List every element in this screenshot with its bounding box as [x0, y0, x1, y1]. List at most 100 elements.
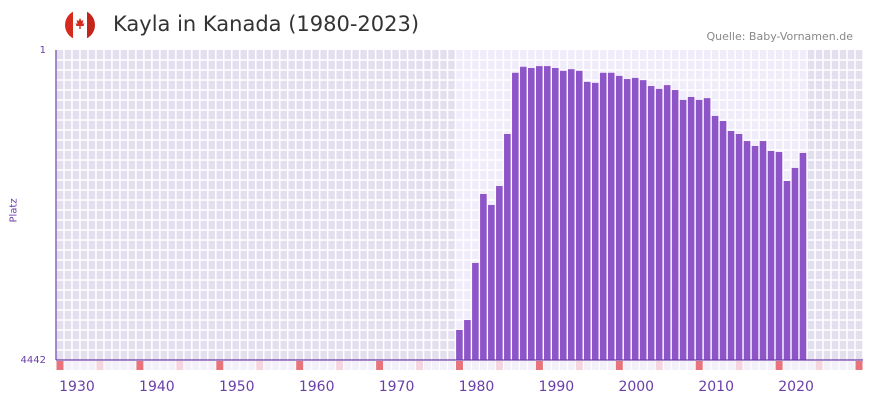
- year-marker: [176, 361, 184, 370]
- year-marker: [112, 361, 120, 370]
- year-marker: [815, 361, 823, 370]
- year-marker: [208, 361, 216, 370]
- year-marker: [527, 361, 535, 370]
- bar-2005: [671, 90, 679, 360]
- year-marker: [679, 361, 687, 370]
- year-marker: [615, 361, 623, 370]
- x-tick-label: 1980: [459, 379, 495, 395]
- year-marker: [80, 361, 88, 370]
- bar-1987: [528, 68, 535, 360]
- year-marker: [671, 361, 679, 370]
- year-marker: [440, 361, 448, 370]
- year-marker: [831, 361, 839, 370]
- year-marker: [743, 361, 751, 370]
- bar-2002: [647, 86, 655, 360]
- year-marker: [352, 361, 360, 370]
- bar-1982: [488, 204, 495, 360]
- x-tick-label: 1930: [59, 379, 95, 395]
- bar-2004: [663, 85, 671, 361]
- year-marker: [847, 361, 855, 370]
- source-link[interactable]: Quelle: Baby-Vornamen.de: [706, 30, 853, 43]
- year-marker: [336, 361, 344, 370]
- bar-2009: [703, 98, 711, 360]
- x-tick-label: 1960: [299, 379, 335, 395]
- x-tick-label: 1990: [539, 379, 575, 395]
- x-tick-label: 2000: [618, 379, 654, 395]
- year-marker: [312, 361, 320, 370]
- year-marker: [416, 361, 424, 370]
- year-marker: [296, 361, 304, 370]
- canada-flag-icon: [65, 10, 95, 40]
- bar-1984: [504, 133, 511, 360]
- year-marker: [735, 361, 743, 370]
- year-marker: [272, 361, 280, 370]
- year-marker: [639, 361, 647, 370]
- year-marker: [807, 361, 815, 370]
- year-marker: [328, 361, 336, 370]
- bar-2007: [687, 96, 695, 361]
- x-tick-label: 2020: [778, 379, 814, 395]
- year-marker: [376, 361, 384, 370]
- bar-1993: [575, 70, 583, 360]
- year-marker: [88, 361, 96, 370]
- year-marker: [551, 361, 559, 370]
- year-marker: [575, 361, 583, 370]
- year-marker: [727, 361, 735, 370]
- bar-2018: [775, 152, 783, 360]
- year-marker: [703, 361, 711, 370]
- year-marker: [631, 361, 639, 370]
- year-marker: [543, 361, 551, 370]
- year-marker: [655, 361, 663, 370]
- bar-2006: [679, 99, 687, 361]
- year-marker: [663, 361, 671, 370]
- year-marker: [96, 361, 104, 370]
- year-marker: [607, 361, 615, 370]
- year-marker: [224, 361, 232, 370]
- year-marker: [487, 361, 495, 370]
- year-marker: [392, 361, 400, 370]
- bar-1980: [472, 262, 479, 360]
- bar-2000: [631, 77, 639, 360]
- bar-2013: [735, 133, 743, 360]
- year-marker: [479, 361, 487, 370]
- year-marker: [767, 361, 775, 370]
- chart-title: Kayla in Kanada (1980-2023): [113, 12, 420, 36]
- bar-1992: [567, 69, 575, 361]
- bar-2020: [791, 167, 799, 360]
- bar-2015: [751, 146, 759, 360]
- bar-1997: [607, 72, 615, 360]
- year-marker: [408, 361, 416, 370]
- bar-2012: [727, 130, 735, 360]
- year-marker: [823, 361, 831, 370]
- year-marker: [519, 361, 527, 370]
- year-marker: [647, 361, 655, 370]
- year-marker: [128, 361, 136, 370]
- year-marker: [751, 361, 759, 370]
- bar-2010: [711, 115, 719, 361]
- year-marker: [471, 361, 479, 370]
- year-marker: [120, 361, 128, 370]
- year-marker: [184, 361, 192, 370]
- year-marker: [160, 361, 168, 370]
- bar-1995: [591, 82, 599, 360]
- year-marker: [144, 361, 152, 370]
- y-tick-label: 4442: [21, 355, 46, 366]
- year-marker: [623, 361, 631, 370]
- bar-1999: [623, 79, 631, 360]
- year-marker: [360, 361, 368, 370]
- year-marker: [200, 361, 208, 370]
- bar-1994: [583, 81, 591, 361]
- x-tick-label: 1950: [219, 379, 255, 395]
- year-marker: [775, 361, 783, 370]
- year-marker: [232, 361, 240, 370]
- year-marker: [280, 361, 288, 370]
- bar-2016: [759, 141, 767, 360]
- year-marker: [216, 361, 224, 370]
- year-marker: [248, 361, 256, 370]
- bar-1983: [496, 186, 503, 360]
- year-marker: [152, 361, 160, 370]
- year-marker: [72, 361, 80, 370]
- year-marker: [495, 361, 503, 370]
- year-marker: [168, 361, 176, 370]
- year-marker: [192, 361, 200, 370]
